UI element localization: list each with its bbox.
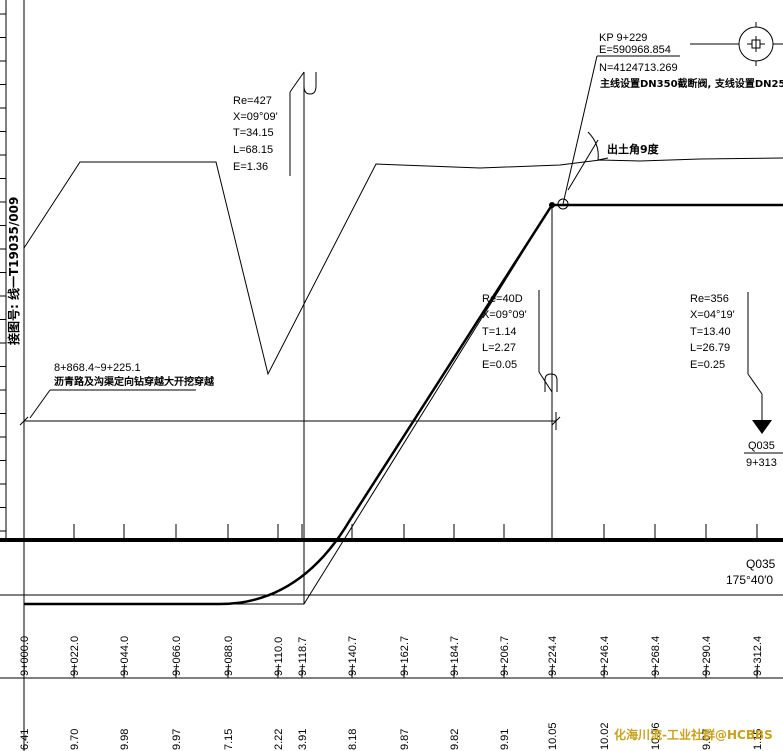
depth-label: 2.22 xyxy=(273,729,285,750)
crossing-annotation: 8+868.4~9+225.1 沥青路及沟渠定向钻穿越大开挖穿越 xyxy=(19,362,561,430)
drawing-number: 接图号: 线一T19035/009 xyxy=(6,197,21,345)
curve-1-l: L=68.15 xyxy=(233,144,273,156)
depth-label: 6.41 xyxy=(19,729,31,750)
station-label: 9+224.4 xyxy=(547,636,559,676)
depth-label: 1.15 xyxy=(752,729,764,750)
kp-northing: N=4124713.269 xyxy=(599,62,678,74)
depth-label: 7.15 xyxy=(223,729,235,750)
left-scale-ruler xyxy=(0,0,7,540)
curve-1-re: Re=427 xyxy=(233,95,272,107)
curve-3-leader xyxy=(747,292,763,420)
depth-label: 9.87 xyxy=(399,729,411,750)
station-label: 9+022.0 xyxy=(69,636,81,676)
exit-angle-label: 出土角9度 xyxy=(607,142,660,156)
station-label: 9+140.7 xyxy=(347,636,359,676)
valve-symbol-icon xyxy=(690,22,783,66)
crossing-method: 沥青路及沟渠定向钻穿越大开挖穿越 xyxy=(54,375,215,388)
station-label: 9+088.0 xyxy=(223,636,235,676)
curve-3-re: Re=356 xyxy=(690,293,729,305)
curve-2-x: X=09°09' xyxy=(482,309,527,321)
curve-2-l: L=2.27 xyxy=(482,342,516,354)
station-label: 9+290.4 xyxy=(701,636,713,676)
curve-2-e: E=0.05 xyxy=(482,359,517,371)
curve-1-leader xyxy=(289,71,317,604)
depth-label: 9.07 xyxy=(701,729,713,750)
station-label: 9+268.4 xyxy=(650,636,662,676)
crossing-range: 8+868.4~9+225.1 xyxy=(54,362,141,374)
marker-triangle-icon xyxy=(752,420,772,434)
marker-station: 9+313 xyxy=(746,457,777,469)
depth-label: 9.91 xyxy=(499,729,511,750)
depth-label: 9.98 xyxy=(119,729,131,750)
station-label: 9+066.0 xyxy=(171,636,183,676)
curve-3-e: E=0.25 xyxy=(690,359,725,371)
curve-1-e: E=1.36 xyxy=(233,161,268,173)
datum-baseline xyxy=(0,524,783,542)
curve-3-params: Re=356 X=04°19' T=13.40 L=26.79 E=0.25 xyxy=(690,293,735,371)
curve-3-t: T=13.40 xyxy=(690,326,731,338)
station-label: 9+246.4 xyxy=(599,636,611,676)
depth-row: 6.41 9.70 9.98 9.97 7.15 2.22 3.91 8.18 9.87 9.82… xyxy=(19,722,764,750)
station-label: 9+110.0 xyxy=(273,637,285,676)
station-label: 9+044.0 xyxy=(119,636,131,676)
watermark: 化海川流-工业社群@HCBBS xyxy=(614,727,773,742)
kp-easting: E=590968.854 xyxy=(599,44,671,56)
station-label: 9+000.0 xyxy=(19,636,31,676)
kp-label: KP 9+229 xyxy=(599,32,647,44)
curve-1-x: X=09°09' xyxy=(233,111,278,123)
marker-q035-angle: Q035 175°40′0 xyxy=(726,557,776,587)
depth-label: 8.18 xyxy=(347,729,359,750)
ground-profile-line xyxy=(23,157,783,376)
curve-1-params: Re=427 X=09°09' T=34.15 L=68.15 E=1.36 xyxy=(233,95,278,173)
curve-2-re: Re=40D xyxy=(482,293,523,305)
marker-code: Q035 xyxy=(748,440,775,452)
depth-label: 9.82 xyxy=(449,729,461,750)
station-label: 9+162.7 xyxy=(399,636,411,676)
station-label: 9+206.7 xyxy=(499,636,511,676)
station-label: 9+118.7 xyxy=(297,637,309,676)
kp-note: 主线设置DN350截断阀, 支线设置DN250 xyxy=(600,77,783,90)
station-row: 9+000.0 9+022.0 9+044.0 9+066.0 9+088.0 9+110… xyxy=(19,636,764,678)
marker2-angle: 175°40′0 xyxy=(726,573,773,587)
exit-angle-annotation: 出土角9度 xyxy=(567,131,660,191)
pipeline-design-line xyxy=(24,203,783,606)
depth-label: 10.05 xyxy=(547,722,559,750)
station-label: 9+184.7 xyxy=(449,636,461,676)
curve-1-t: T=34.15 xyxy=(233,127,274,139)
curve-2-leader xyxy=(538,205,558,540)
curve-3-x: X=04°19' xyxy=(690,309,735,321)
marker-q035: Q035 9+313 xyxy=(744,440,783,469)
depth-label: 10.02 xyxy=(599,722,611,750)
depth-label: 3.91 xyxy=(297,729,309,750)
depth-label: 10.06 xyxy=(650,722,662,750)
curve-2-params: Re=40D X=09°09' T=1.14 L=2.27 E=0.05 xyxy=(482,293,527,371)
kp-point-marker xyxy=(557,198,569,210)
kp-callout: KP 9+229 E=590968.854 N=4124713.269 主线设置… xyxy=(562,32,783,205)
curve-2-t: T=1.14 xyxy=(482,326,517,338)
station-label: 9+312.4 xyxy=(752,636,764,676)
tangent-construction-line xyxy=(24,204,553,605)
curve-3-l: L=26.79 xyxy=(690,342,730,354)
depth-label: 9.97 xyxy=(171,729,183,750)
marker2-code: Q035 xyxy=(746,557,776,571)
depth-label: 9.70 xyxy=(69,729,81,750)
